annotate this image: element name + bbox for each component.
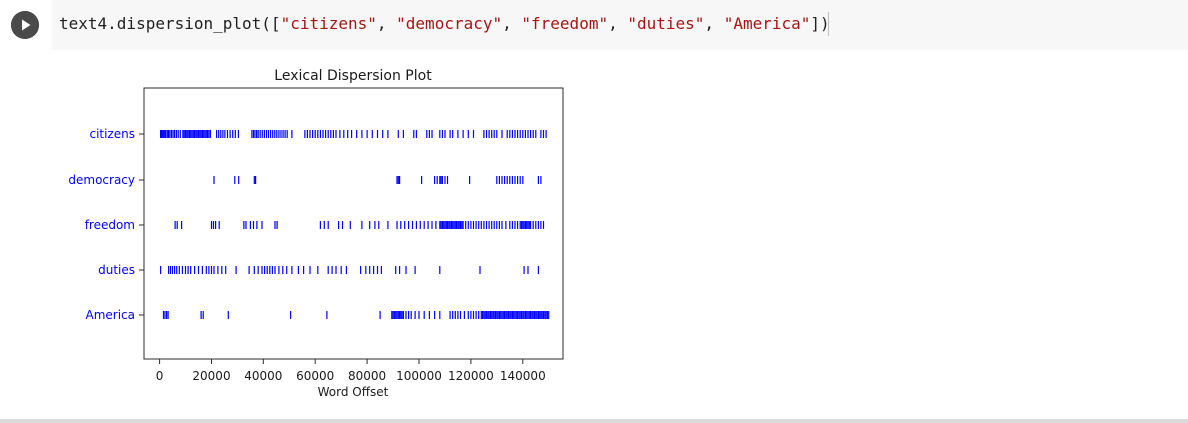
x-tick-label: 140000 — [500, 369, 546, 383]
code-editor[interactable]: text4.dispersion_plot(["citizens", "demo… — [52, 0, 1188, 51]
code-line: text4.dispersion_plot(["citizens", "demo… — [59, 14, 830, 33]
dispersion-marks — [160, 130, 550, 319]
x-tick-label: 40000 — [244, 369, 282, 383]
code-suffix: ]) — [810, 14, 830, 33]
chart-title: Lexical Dispersion Plot — [274, 68, 432, 84]
x-axis-label: Word Offset — [318, 385, 389, 399]
x-tick-label: 20000 — [192, 369, 230, 383]
run-cell-button[interactable] — [11, 11, 39, 39]
code-arg: "freedom" — [521, 14, 609, 33]
x-tick-label: 120000 — [448, 369, 494, 383]
cell-divider — [0, 419, 1188, 423]
x-tick-label: 0 — [156, 369, 164, 383]
dispersion-plot: Lexical Dispersion Plot citizens democrac… — [68, 68, 564, 399]
code-separator: , — [376, 14, 397, 33]
x-tick-label: 60000 — [296, 369, 334, 383]
y-tick-label: duties — [98, 263, 135, 277]
y-tick-label: freedom — [85, 218, 135, 232]
code-arg: "democracy" — [396, 14, 503, 33]
x-tick-label: 80000 — [348, 369, 386, 383]
code-arg: "America" — [723, 14, 811, 33]
code-arg: "duties" — [627, 14, 705, 33]
text-cursor — [828, 12, 829, 36]
x-ticks: 0 20000 40000 60000 80000 100000 120000 140000 — [156, 359, 546, 383]
code-separator: , — [608, 14, 628, 33]
y-tick-label: democracy — [68, 173, 135, 187]
y-tick-label: citizens — [89, 127, 135, 141]
x-tick-label: 100000 — [396, 369, 442, 383]
code-separator: , — [502, 14, 522, 33]
play-icon — [11, 11, 39, 39]
y-tick-labels: citizens democracy freedom duties America — [68, 127, 144, 322]
y-tick-label: America — [86, 308, 136, 322]
run-gutter — [0, 0, 52, 50]
cell-output: Lexical Dispersion Plot citizens democrac… — [0, 50, 1188, 420]
code-prefix: text4.dispersion_plot([ — [59, 14, 281, 33]
code-separator: , — [704, 14, 724, 33]
code-arg: "citizens" — [280, 14, 377, 33]
